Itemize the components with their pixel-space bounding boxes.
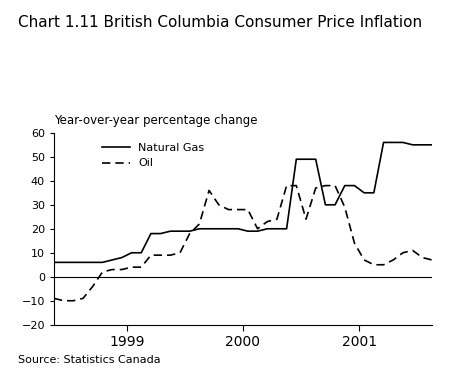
Natural Gas [100,260,105,265]
Oil [342,205,347,210]
Oil [235,207,241,212]
Oil [303,217,309,221]
Natural Gas [245,229,251,233]
Oil [109,267,115,272]
Natural Gas [352,183,357,188]
Oil [148,253,153,258]
Natural Gas [265,227,270,231]
Natural Gas [255,229,260,233]
Natural Gas [391,140,396,145]
Natural Gas [158,231,163,236]
Oil [255,227,260,231]
Oil [216,203,221,207]
Natural Gas [342,183,347,188]
Natural Gas [410,143,415,147]
Oil [391,258,396,262]
Oil [274,217,279,221]
Oil [400,251,405,255]
Natural Gas [71,260,76,265]
Natural Gas [139,251,144,255]
Natural Gas [129,251,134,255]
Oil [187,231,193,236]
Oil [352,241,357,245]
Natural Gas [187,229,193,233]
Oil [293,183,299,188]
Oil [129,265,134,269]
Oil [100,270,105,274]
Oil [81,296,86,300]
Natural Gas [51,260,57,265]
Oil [245,207,251,212]
Natural Gas [61,260,67,265]
Legend: Natural Gas, Oil: Natural Gas, Oil [97,138,209,173]
Text: Chart 1.11 British Columbia Consumer Price Inflation: Chart 1.11 British Columbia Consumer Pri… [18,15,422,30]
Natural Gas [109,258,115,262]
Oil [333,183,338,188]
Natural Gas [400,140,405,145]
Oil [119,267,125,272]
Oil [419,255,425,260]
Natural Gas [323,203,328,207]
Natural Gas [429,143,435,147]
Oil [177,251,183,255]
Text: Year-over-year percentage change: Year-over-year percentage change [54,114,257,127]
Natural Gas [381,140,386,145]
Oil [313,186,319,190]
Natural Gas [313,157,319,162]
Oil [371,263,377,267]
Oil [167,253,173,258]
Oil [51,296,57,300]
Oil [284,183,289,188]
Natural Gas [333,203,338,207]
Oil [197,222,202,226]
Natural Gas [90,260,95,265]
Natural Gas [361,190,367,195]
Natural Gas [148,231,153,236]
Oil [323,183,328,188]
Natural Gas [207,227,212,231]
Natural Gas [226,227,231,231]
Oil [61,299,67,303]
Oil [139,265,144,269]
Natural Gas [293,157,299,162]
Natural Gas [274,227,279,231]
Oil [90,284,95,289]
Natural Gas [216,227,221,231]
Natural Gas [419,143,425,147]
Line: Natural Gas: Natural Gas [54,142,432,262]
Oil [361,258,367,262]
Text: Source: Statistics Canada: Source: Statistics Canada [18,355,161,365]
Natural Gas [284,227,289,231]
Natural Gas [177,229,183,233]
Oil [265,219,270,224]
Natural Gas [371,190,377,195]
Natural Gas [197,227,202,231]
Oil [158,253,163,258]
Oil [207,188,212,193]
Natural Gas [167,229,173,233]
Oil [381,263,386,267]
Oil [429,258,435,262]
Line: Oil: Oil [54,186,432,301]
Natural Gas [119,255,125,260]
Oil [410,248,415,252]
Natural Gas [235,227,241,231]
Oil [71,299,76,303]
Oil [226,207,231,212]
Natural Gas [303,157,309,162]
Natural Gas [81,260,86,265]
